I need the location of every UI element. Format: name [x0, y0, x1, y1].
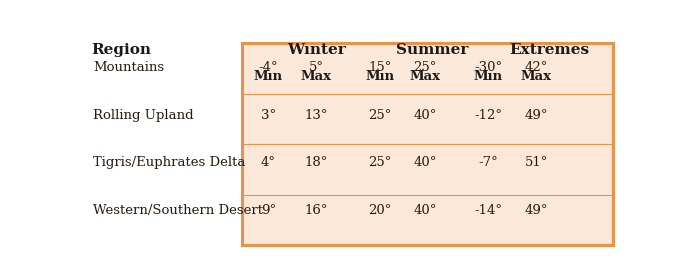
Text: Extremes: Extremes	[510, 43, 590, 57]
Text: Max: Max	[521, 70, 551, 83]
Text: 42°: 42°	[525, 61, 548, 74]
Text: 3°: 3°	[261, 109, 276, 122]
Text: -30°: -30°	[474, 61, 503, 74]
Text: -12°: -12°	[475, 109, 502, 122]
Text: 40°: 40°	[413, 204, 436, 217]
Text: Tigris/Euphrates Delta: Tigris/Euphrates Delta	[94, 156, 246, 169]
Text: Summer: Summer	[395, 43, 468, 57]
Text: 9°: 9°	[261, 204, 276, 217]
Text: 15°: 15°	[368, 61, 391, 74]
Text: -4°: -4°	[259, 61, 278, 74]
Text: 18°: 18°	[304, 156, 328, 169]
Text: Mın: Mın	[474, 70, 503, 83]
Text: 20°: 20°	[368, 204, 391, 217]
Text: Max: Max	[409, 70, 440, 83]
Text: Max: Max	[300, 70, 332, 83]
Text: Mın: Mın	[365, 70, 394, 83]
Text: 49°: 49°	[525, 204, 548, 217]
Text: 4°: 4°	[261, 156, 276, 169]
Text: Rolling Upland: Rolling Upland	[94, 109, 194, 122]
Text: 40°: 40°	[413, 156, 436, 169]
Text: 40°: 40°	[413, 109, 436, 122]
Text: 49°: 49°	[525, 109, 548, 122]
Text: 25°: 25°	[368, 156, 391, 169]
Text: Mın: Mın	[254, 70, 283, 83]
Bar	[242, 43, 613, 245]
Text: Region: Region	[91, 43, 150, 57]
Text: 16°: 16°	[304, 204, 328, 217]
Text: 25°: 25°	[368, 109, 391, 122]
Text: Mountains: Mountains	[94, 61, 165, 74]
Text: -14°: -14°	[475, 204, 502, 217]
Text: Wınter: Wınter	[287, 43, 345, 57]
Text: 5°: 5°	[308, 61, 324, 74]
Text: 13°: 13°	[304, 109, 328, 122]
Text: -7°: -7°	[479, 156, 498, 169]
Text: 25°: 25°	[413, 61, 436, 74]
Text: Western/Southern Desert: Western/Southern Desert	[94, 204, 263, 217]
Text: 51°: 51°	[525, 156, 548, 169]
